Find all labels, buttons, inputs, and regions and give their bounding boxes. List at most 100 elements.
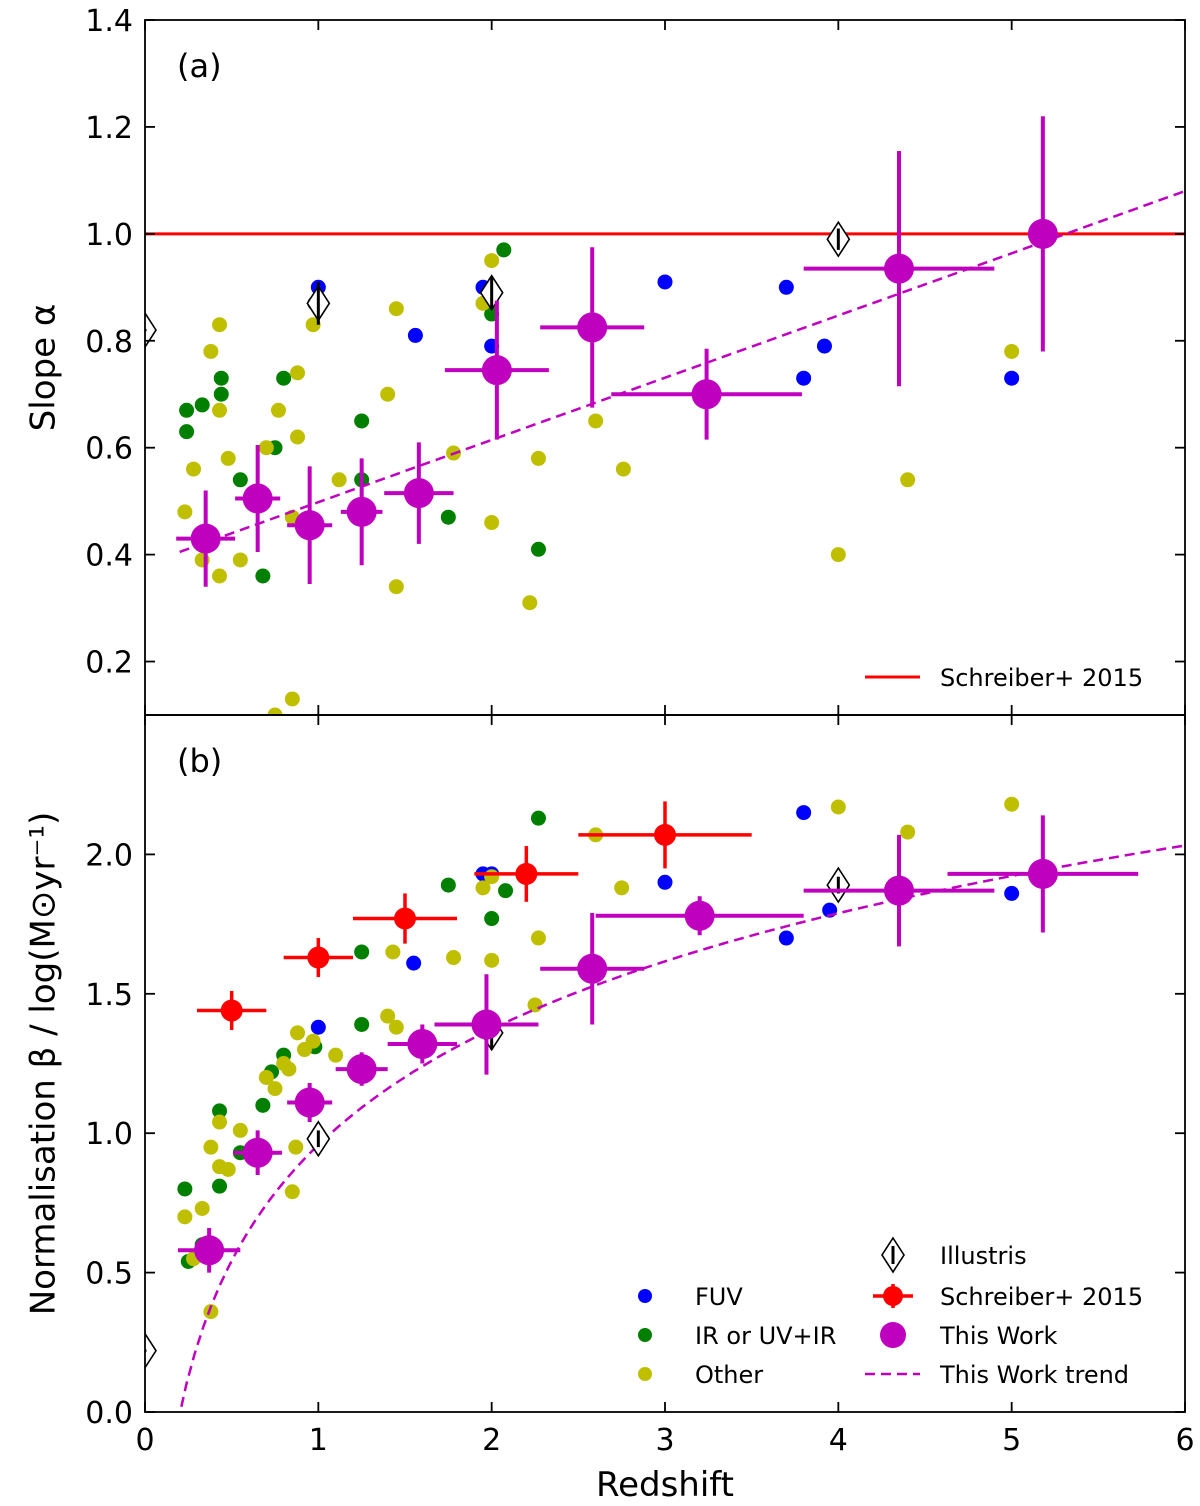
x-tick-label: 0 <box>135 1423 154 1458</box>
x-tick-label: 2 <box>482 1423 501 1458</box>
panel-a-other-point <box>522 595 538 611</box>
panel-b-other-point <box>194 1200 210 1216</box>
legend-this-work-label: This Work <box>939 1322 1058 1350</box>
panel-a-other-point <box>290 429 306 445</box>
panel-a-this-work-point <box>190 523 221 554</box>
panel-b-other-point <box>177 1209 193 1225</box>
legend-schreiber-swatch <box>883 1286 903 1306</box>
legend-ir-label: IR or UV+IR <box>695 1322 836 1350</box>
legend-ir-swatch <box>638 1328 652 1342</box>
panel-a-ir-point <box>194 397 210 413</box>
panel-b-other-point <box>475 880 491 896</box>
panel-b-other-point <box>290 1025 306 1041</box>
panel-b-fuv-point <box>406 955 422 971</box>
panel-a-fuv-point <box>657 274 673 290</box>
panel-a-ir-point <box>530 541 546 557</box>
panel-a-fuv-point <box>1004 370 1020 386</box>
panel-a-ir-point <box>354 413 370 429</box>
x-tick-label: 6 <box>1175 1423 1194 1458</box>
panel-b-ir-point <box>177 1181 193 1197</box>
panel-b-other-point <box>900 824 916 840</box>
panel-b-other-point <box>385 944 401 960</box>
legend-schreiber-label: Schreiber+ 2015 <box>940 664 1143 692</box>
panel-a-this-work-point <box>294 510 325 541</box>
panel-b-other-point <box>258 1069 274 1085</box>
panel-b-this-work-point <box>407 1028 438 1059</box>
panel-a-fuv-point <box>816 338 832 354</box>
panel-b-fuv-point <box>310 1019 326 1035</box>
panel-b-other-point <box>284 1184 300 1200</box>
panel-b-other-point <box>614 880 630 896</box>
panel-a-data <box>145 116 1185 715</box>
panel-b: 0.0 0.5 1.0 1.5 2.0 0 1 2 3 4 5 6 (b) Normalisation… <box>24 714 1195 1505</box>
panel-b-ir-point <box>212 1103 228 1119</box>
panel-a-other-point <box>232 552 248 568</box>
panel-a-other-point <box>1004 343 1020 359</box>
panel-b-ir-point <box>484 911 500 927</box>
panel-b-this-work-point <box>471 1009 502 1040</box>
panel-a-this-work-point <box>1027 218 1058 249</box>
panel-a-y-tick-label: 0.2 <box>85 646 133 681</box>
panel-a-legend: Schreiber+ 2015 <box>865 664 1143 692</box>
panel-b-other-point <box>203 1139 219 1155</box>
panel-b-other-point <box>830 799 846 815</box>
panel-a-ir-point <box>496 242 512 258</box>
panel-b-illustris-point <box>145 1332 157 1370</box>
panel-a-other-point <box>588 413 604 429</box>
panel-a-this-work-point <box>481 355 512 386</box>
panel-a-y-tick-label: 1.4 <box>85 4 133 39</box>
panel-b-other-point <box>527 997 543 1013</box>
panel-a-ir-point <box>440 509 456 525</box>
panel-a-this-work-point <box>577 312 608 343</box>
panel-b-legend: FUV IR or UV+IR Other Illustris Schreiber+ 2… <box>638 1236 1143 1389</box>
panel-a-fuv-point <box>796 370 812 386</box>
panel-a-y-tick-label: 0.4 <box>85 539 133 574</box>
panel-a-this-work-trend-line <box>179 189 1185 554</box>
x-tick-label: 5 <box>1002 1423 1021 1458</box>
panel-b-other-point <box>288 1139 304 1155</box>
panel-b-y-axis-label: Normalisation β / log(M⊙yr⁻¹) <box>24 812 64 1316</box>
panel-b-schreiber-point <box>515 862 538 885</box>
panel-b-schreiber-point <box>654 823 676 846</box>
panel-a-ir-point <box>213 370 229 386</box>
panel-b-this-work-point <box>194 1235 225 1266</box>
panel-a-other-point <box>331 472 347 488</box>
panel-b-this-work-point <box>346 1054 377 1085</box>
panel-b-y-tick-label: 0.0 <box>85 1396 133 1431</box>
panel-b-other-point <box>446 950 462 966</box>
panel-b-ir-point <box>354 944 370 960</box>
panel-a-other-point <box>258 440 274 456</box>
panel-b-this-work-point <box>684 900 715 931</box>
panel-b-other-point <box>380 1008 396 1024</box>
panel-b-other-point <box>305 1033 321 1049</box>
panel-a-other-point <box>380 386 396 402</box>
panel-a-other-point <box>284 691 300 707</box>
legend-illustris-label: Illustris <box>940 1242 1027 1270</box>
panel-a-other-point <box>290 365 306 381</box>
panel-a-ticks: 0.2 0.4 0.6 0.8 1.0 1.2 1.4 <box>85 4 1186 715</box>
panel-b-this-work-point <box>294 1087 325 1118</box>
legend-this-work-trend-label: This Work trend <box>939 1361 1129 1389</box>
panel-a-other-point <box>830 547 846 563</box>
panel-a-this-work-point <box>242 483 273 514</box>
panel-b-ticks: 0.0 0.5 1.0 1.5 2.0 0 1 2 3 4 5 6 <box>85 715 1195 1458</box>
panel-b-fuv-point <box>657 874 673 890</box>
panel-a-illustris-point <box>145 311 157 349</box>
legend-other-label: Other <box>695 1361 763 1389</box>
panel-b-other-point <box>484 952 500 968</box>
panel-b-fuv-point <box>796 805 812 821</box>
panel-b-y-tick-label: 2.0 <box>85 838 133 873</box>
panel-a-other-point <box>484 515 500 531</box>
panel-b-this-work-point <box>884 875 914 906</box>
panel-b-other-point <box>232 1122 248 1138</box>
panel-a-ir-point <box>213 386 229 402</box>
panel-a-other-point <box>212 568 228 584</box>
panel-a-other-point <box>186 461 202 477</box>
panel-a-other-point <box>212 402 228 418</box>
panel-a-y-tick-label: 0.8 <box>85 325 133 360</box>
x-tick-label: 4 <box>829 1423 848 1458</box>
panel-a-other-point <box>484 253 500 269</box>
panel-b-other-point <box>203 1304 219 1320</box>
panel-a-ir-point <box>179 402 195 418</box>
x-tick-label: 3 <box>655 1423 674 1458</box>
